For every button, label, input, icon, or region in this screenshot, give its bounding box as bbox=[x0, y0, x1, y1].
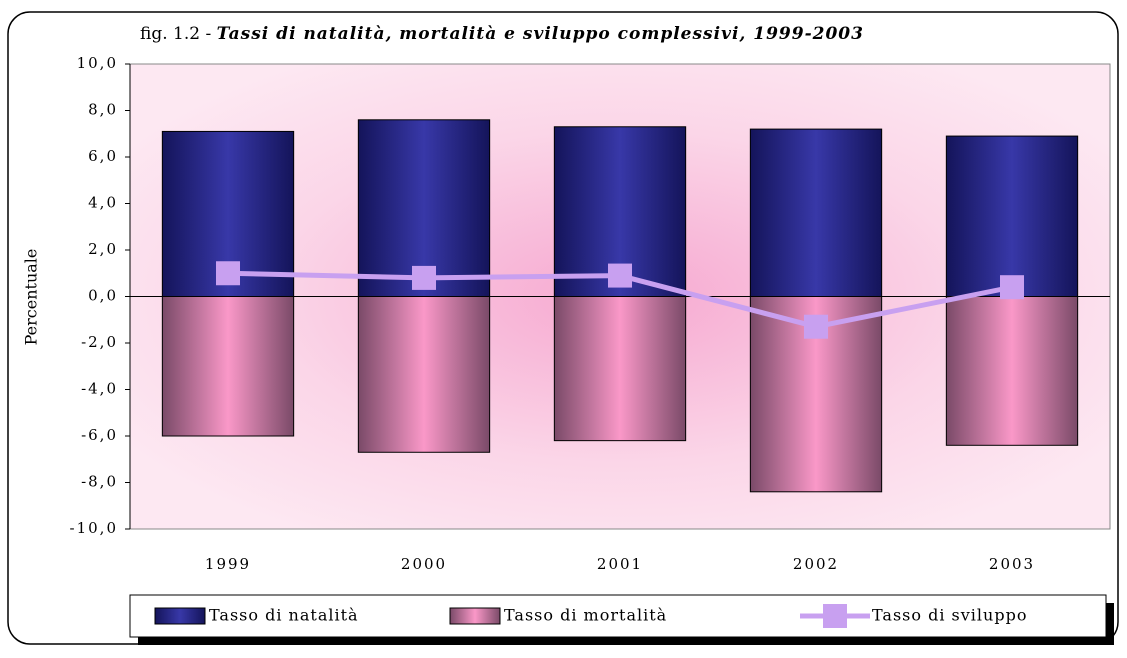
y-tick-label: 6,0 bbox=[88, 147, 118, 165]
y-tick-label: 0,0 bbox=[88, 287, 118, 305]
x-tick-label: 2000 bbox=[401, 555, 447, 573]
legend bbox=[129, 594, 1107, 638]
marker bbox=[216, 261, 240, 286]
bar bbox=[749, 128, 883, 297]
x-tick-label: 2001 bbox=[597, 555, 643, 573]
bar bbox=[945, 296, 1079, 446]
legend-label: Tasso di natalità bbox=[209, 606, 359, 625]
x-tick-label: 2003 bbox=[989, 555, 1035, 573]
y-tick-label: -8,0 bbox=[81, 473, 118, 491]
legend-marker bbox=[823, 604, 847, 628]
y-tick-label: 2,0 bbox=[88, 240, 118, 258]
y-tick-label: 8,0 bbox=[88, 101, 118, 119]
figure-label: fig. 1.2 - bbox=[140, 24, 211, 44]
marker bbox=[608, 263, 632, 288]
y-tick-label: -10,0 bbox=[70, 519, 118, 537]
bar bbox=[161, 296, 295, 437]
legend-swatch bbox=[449, 607, 501, 625]
marker bbox=[1000, 275, 1024, 300]
y-tick-label: 10,0 bbox=[77, 54, 118, 72]
y-tick-label: -4,0 bbox=[81, 380, 118, 398]
legend-label: Tasso di mortalità bbox=[504, 606, 667, 625]
title-text: Tassi di natalità, mortalità e sviluppo … bbox=[217, 24, 864, 44]
bar bbox=[945, 135, 1079, 297]
x-tick-label: 1999 bbox=[205, 555, 251, 573]
chart-title: fig. 1.2 - Tassi di natalità, mortalità … bbox=[140, 24, 864, 44]
marker bbox=[412, 265, 436, 290]
y-tick-label: 4,0 bbox=[88, 194, 118, 212]
legend-swatch bbox=[154, 607, 206, 625]
legend-label: Tasso di sviluppo bbox=[872, 606, 1027, 625]
x-tick-label: 2002 bbox=[793, 555, 839, 573]
bar bbox=[553, 296, 687, 442]
marker bbox=[804, 314, 828, 339]
y-axis-label: Percentuale bbox=[22, 249, 41, 346]
y-tick-label: -6,0 bbox=[81, 426, 118, 444]
y-tick-label: -2,0 bbox=[81, 333, 118, 351]
bar bbox=[357, 296, 491, 453]
